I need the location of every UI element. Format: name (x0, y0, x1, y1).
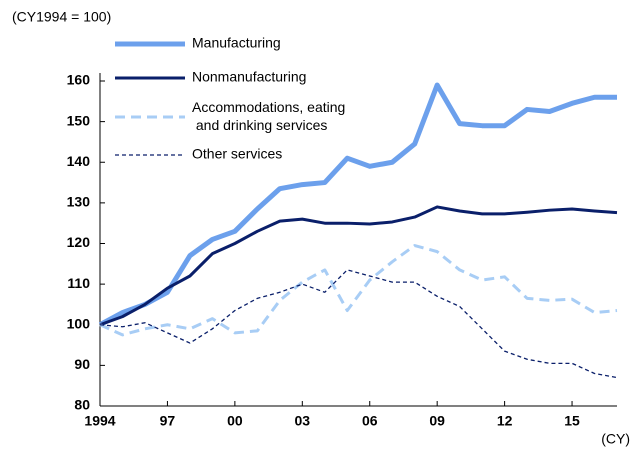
y-tick-label: 110 (67, 275, 90, 291)
y-tick-label: 160 (67, 72, 91, 88)
legend-label: Other services (192, 146, 282, 162)
y-tick-label: 150 (67, 112, 91, 128)
legend-label: Nonmanufacturing (192, 69, 306, 85)
x-tick-label: 03 (295, 413, 311, 429)
y-tick-label: 140 (67, 153, 91, 169)
x-tick-label: 00 (227, 413, 243, 429)
series-line (99, 205, 618, 327)
legend-label: Accommodations, eating and drinking serv… (192, 99, 345, 133)
x-tick-label: 06 (362, 413, 378, 429)
legend-label: Manufacturing (192, 35, 281, 51)
series-line (99, 244, 618, 337)
x-tick-label: 97 (160, 413, 176, 429)
x-axis-label: (CY) (601, 431, 630, 447)
x-tick-label: 1994 (84, 413, 115, 429)
y-axis-label: (CY1994 = 100) (12, 9, 111, 25)
y-tick-label: 120 (67, 234, 91, 250)
series-line (98, 82, 617, 327)
y-tick-label: 130 (67, 194, 91, 210)
x-tick-label: 12 (497, 413, 513, 429)
series-line (99, 269, 618, 379)
y-tick-label: 90 (74, 356, 90, 372)
x-tick-label: 15 (564, 413, 580, 429)
y-tick-label: 80 (74, 397, 90, 413)
y-tick-label: 100 (67, 315, 91, 331)
x-tick-label: 09 (429, 413, 445, 429)
